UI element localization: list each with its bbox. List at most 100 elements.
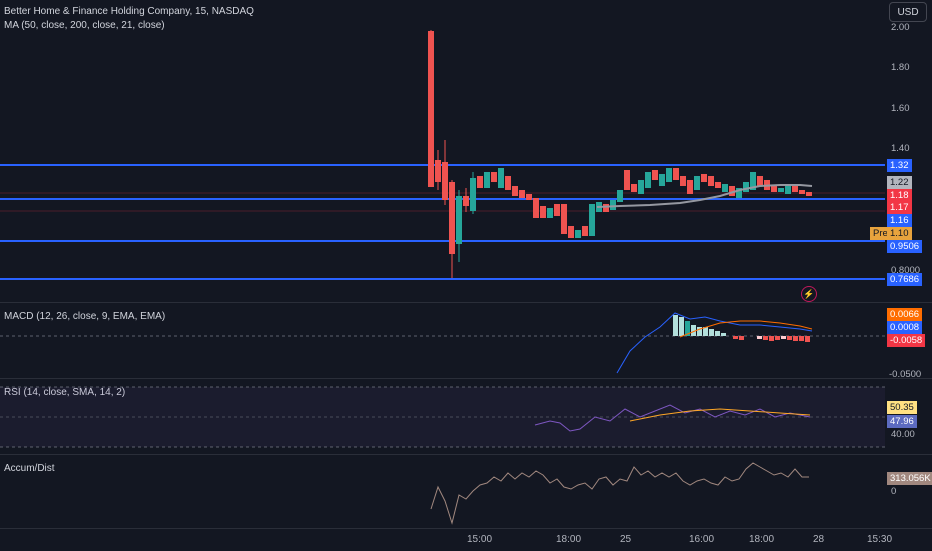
pre-market-label: Pre [870, 227, 891, 240]
candle [715, 182, 721, 188]
candle [778, 188, 784, 192]
rsi-pane[interactable]: RSI (14, close, SMA, 14, 2) 50.35 47.96 … [0, 378, 932, 453]
macd-badge-signal: 0.0066 [887, 308, 923, 321]
candle [519, 190, 525, 198]
candle [554, 204, 560, 216]
candle [428, 31, 434, 187]
macd-hist-bar [721, 333, 726, 336]
candle [512, 186, 518, 196]
candle [806, 192, 812, 196]
price-badge-1-17: 1.17 [887, 201, 912, 214]
candle [638, 180, 644, 194]
rsi-chart[interactable] [0, 379, 932, 453]
candle [617, 190, 623, 202]
price-badge-1-10: 1.10 [887, 227, 912, 240]
macd-hist-bar [715, 331, 720, 336]
time-tick: 28 [813, 534, 825, 545]
candle [729, 186, 735, 196]
candle [645, 172, 651, 188]
candle [589, 204, 595, 236]
price-badge-1-22: 1.22 [887, 176, 912, 189]
accum-title: Accum/Dist [4, 463, 55, 474]
price-tick: 1.40 [891, 143, 910, 154]
time-axis[interactable]: 15:00 18:00 25 16:00 18:00 28 15:30 [0, 528, 932, 551]
macd-hist-bar [703, 327, 708, 336]
candle [722, 184, 728, 192]
candle [533, 198, 539, 218]
time-tick: 15:00 [467, 534, 493, 545]
time-tick: 16:00 [689, 534, 715, 545]
accum-pane[interactable]: Accum/Dist 313.056K 0 [0, 454, 932, 529]
candle [631, 184, 637, 192]
candle [435, 160, 441, 182]
rsi-tick: 40.00 [891, 429, 915, 440]
macd-hist-bar [691, 325, 696, 336]
candle [694, 176, 700, 190]
macd-signal-line [679, 320, 813, 338]
macd-hist-bar [763, 336, 768, 340]
candle [736, 188, 742, 198]
candle [442, 162, 448, 200]
candle [659, 174, 665, 186]
candle [484, 172, 490, 188]
macd-hist-bar [673, 315, 678, 336]
candle [575, 230, 581, 238]
price-badge-1-18: 1.18 [887, 189, 912, 202]
candle [526, 194, 532, 200]
macd-hist-bar [733, 336, 738, 339]
symbol-title: Better Home & Finance Holding Company, 1… [4, 6, 254, 17]
price-chart[interactable] [0, 0, 932, 300]
macd-tick: -0.0500 [889, 369, 922, 380]
time-tick: 18:00 [556, 534, 582, 545]
macd-hist-bar [709, 329, 714, 336]
rsi-badge-value: 47.96 [887, 415, 917, 428]
macd-pane[interactable]: MACD (12, 26, close, 9, EMA, EMA) 0.0066… [0, 302, 932, 380]
candle [680, 176, 686, 186]
time-tick: 15:30 [867, 534, 893, 545]
macd-hist-bar [781, 336, 786, 339]
candle [610, 200, 616, 210]
price-pane[interactable]: Better Home & Finance Holding Company, 1… [0, 0, 932, 302]
macd-hist-bar [799, 336, 804, 341]
candle [561, 204, 567, 234]
macd-hist-bar [793, 336, 798, 341]
accum-line [430, 462, 809, 525]
macd-chart[interactable] [0, 303, 932, 377]
candle [771, 186, 777, 192]
price-badge-0-95: 0.9506 [887, 240, 923, 253]
macd-title: MACD (12, 26, close, 9, EMA, EMA) [4, 311, 166, 322]
candle [540, 206, 546, 218]
candle [624, 170, 630, 190]
macd-line [616, 312, 813, 374]
candle [505, 176, 511, 190]
bolt-icon[interactable]: ⚡ [801, 286, 817, 302]
accum-chart[interactable] [0, 455, 932, 529]
price-tick: 0.8000 [891, 265, 921, 276]
time-tick: 18:00 [749, 534, 775, 545]
price-tick: 1.80 [891, 62, 910, 73]
rsi-title: RSI (14, close, SMA, 14, 2) [4, 387, 126, 398]
macd-hist-bar [775, 336, 780, 340]
candle [582, 226, 588, 236]
candle [463, 196, 469, 206]
macd-hist-bar [697, 327, 702, 336]
price-tick: 1.60 [891, 103, 910, 114]
candle [470, 178, 476, 211]
macd-hist-bar [739, 336, 744, 340]
candle [708, 176, 714, 186]
currency-button[interactable]: USD [889, 2, 927, 22]
price-badge-1-32: 1.32 [887, 159, 912, 172]
rsi-band [0, 387, 885, 447]
candle [687, 180, 693, 194]
candle [701, 174, 707, 182]
candle [666, 168, 672, 182]
macd-hist-bar [769, 336, 774, 341]
price-badge-1-16: 1.16 [887, 214, 912, 227]
candle [757, 176, 763, 186]
macd-hist-bar [685, 321, 690, 336]
candle [652, 170, 658, 180]
rsi-badge-ma: 50.35 [887, 401, 917, 414]
ma-line [596, 184, 813, 208]
macd-hist-bar [679, 317, 684, 336]
accum-tick: 0 [891, 486, 897, 497]
